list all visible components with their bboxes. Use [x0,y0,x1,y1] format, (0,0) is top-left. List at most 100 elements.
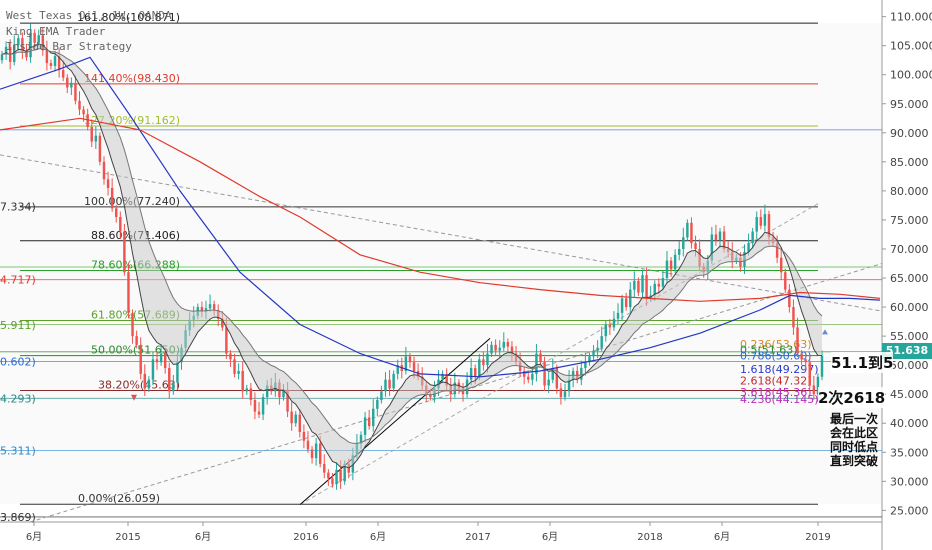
candle-body [555,368,559,389]
candle-body [331,478,334,485]
fib-level-label: 161.80%(108.871) [77,11,180,24]
candle-body [478,359,481,377]
candle-body [612,318,616,328]
candle-body [318,443,322,464]
candle-body [584,362,587,369]
candle-body [710,234,714,261]
candle-body [57,56,61,71]
y-tick-label: 100.000 [890,69,932,82]
candle-body [531,373,534,380]
fib-level-label: 38.20%(45.63) [98,379,180,392]
candle-body [343,463,346,482]
candle-body [600,336,603,348]
candle-body [543,362,546,386]
candle-body [155,359,159,363]
candle-body [482,359,485,366]
y-tick-label: 65.000 [890,272,929,285]
candle-body [604,324,608,337]
fib-left-label: 4.293) [0,392,36,405]
candle-body [249,388,253,401]
y-tick-label: 35.000 [890,446,929,459]
candle-body [669,260,673,270]
candle-body [763,214,767,226]
y-tick-label: 50.000 [890,359,929,372]
y-tick-label: 40.000 [890,417,929,430]
candle-body [168,368,171,392]
candle-body [408,356,412,363]
candle-body [608,324,612,328]
candle-body [74,82,77,101]
candle-body [779,257,783,273]
candle-body [98,135,102,162]
candle-body [70,82,73,88]
y-tick-label: 55.000 [890,330,929,343]
y-tick-label: 75.000 [890,214,929,227]
candle-body [694,243,697,249]
candle-body [637,280,640,293]
fib-right-label: 1.618(49.297) [740,363,819,376]
x-tick-label: 6月 [26,531,42,543]
candle-body [641,275,644,293]
fib-right-label: 3.618(45.36) [740,386,812,399]
candle-body [429,394,432,398]
candle-body [376,400,379,409]
candle-body [645,275,648,299]
candle-body [559,388,563,398]
candle-body [633,280,636,290]
x-tick-label: 2017 [465,532,490,543]
candle-body [588,356,591,363]
candle-body [404,356,408,371]
candle-body [474,368,477,377]
candle-body [808,362,811,386]
candle-body [494,344,497,351]
candle-body [816,376,820,395]
candle-body [502,341,506,348]
candle-body [800,353,803,360]
candle-body [139,344,142,374]
x-tick-label: 6月 [542,531,558,543]
candle-body [567,379,571,392]
candle-body [261,397,265,415]
candle-body [592,350,595,357]
candle-body [302,431,306,441]
candle-body [718,231,722,241]
annotation-note-line: 直到突破 [830,454,879,468]
ema-slow-line [1,48,823,444]
candle-body [751,231,754,244]
candle-body [535,353,538,374]
x-tick-label: 2019 [805,532,830,543]
candle-body [151,359,155,380]
candle-body [282,389,285,398]
candle-body [49,63,53,66]
candle-body [490,344,493,354]
annotation-big-text: 51.1到5 [831,352,894,373]
candle-body [755,217,758,232]
candle-body [445,373,448,386]
candle-body [792,307,795,328]
candle-body [747,243,750,252]
trendline-down [0,154,883,312]
trendline-up [29,263,883,523]
candle-body [616,312,620,319]
annotation-note-line: 最后一次 [830,412,879,426]
fib-right-label: 0.236(53.63) [740,338,812,351]
candle-body [102,161,106,180]
candle-body [396,365,399,374]
candle-body [143,373,147,389]
candle-body [298,414,302,432]
candle-body [624,298,628,308]
candle-body [657,283,661,287]
candle-body [135,336,138,345]
candle-body [172,382,175,392]
candle-body [0,54,4,61]
candle-body [241,370,244,392]
candle-body [380,391,383,401]
candle-body [820,355,824,377]
candle-body [323,463,326,473]
candle-body [45,50,49,64]
y-tick-label: 60.000 [890,301,929,314]
candle-body [518,362,522,371]
candle-body [131,312,134,337]
candle-body [372,408,375,427]
